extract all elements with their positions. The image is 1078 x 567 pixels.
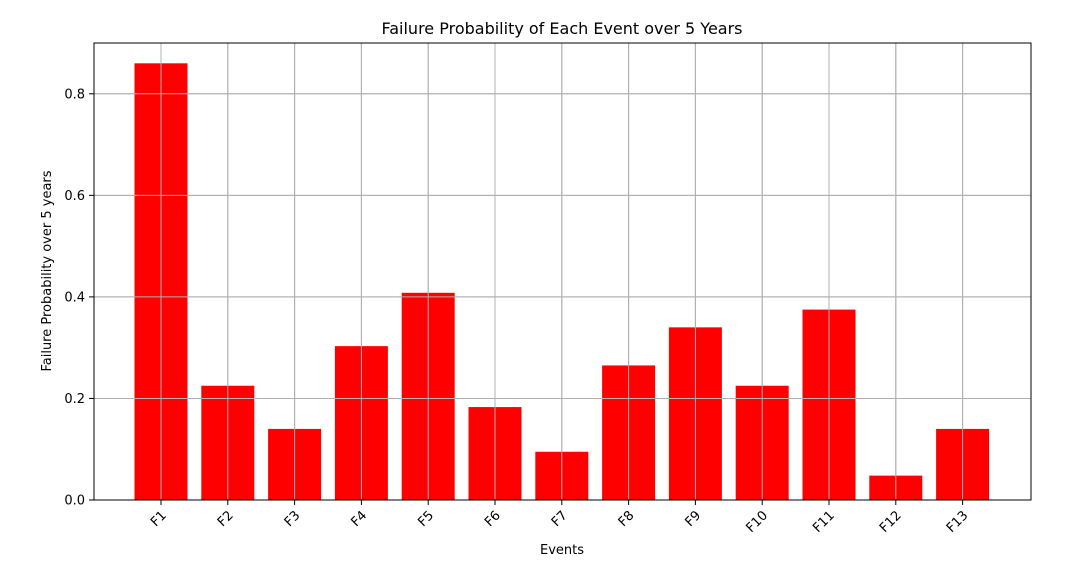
y-tick-label: 0.6 xyxy=(64,189,85,204)
x-axis-label: Events xyxy=(540,543,584,558)
y-axis: 0.0 0.2 0.4 0.6 0.8 xyxy=(64,87,94,509)
x-tick-label: F12 xyxy=(877,508,905,536)
x-tick-label: F4 xyxy=(348,508,370,530)
x-tick-label: F10 xyxy=(743,508,771,536)
x-tick-label: F11 xyxy=(810,508,838,536)
x-tick-label: F5 xyxy=(415,508,437,530)
x-tick-label: F6 xyxy=(482,508,504,530)
x-tick-label: F7 xyxy=(549,508,571,530)
plot-frame xyxy=(93,42,1032,501)
y-tick-label: 0.8 xyxy=(64,87,85,102)
y-tick-label: 0.0 xyxy=(64,494,85,509)
x-axis: F1 F2 F3 F4 F5 F6 F7 F8 F9 F10 F11 F12 F13 xyxy=(148,500,971,536)
x-tick-label: F13 xyxy=(944,508,972,536)
y-tick-label: 0.4 xyxy=(64,290,85,305)
y-axis-label: Failure Probability over 5 years xyxy=(40,170,55,371)
x-tick-label: F3 xyxy=(282,508,304,530)
chart-title: Failure Probability of Each Event over 5… xyxy=(382,19,743,38)
x-tick-label: F8 xyxy=(616,508,638,530)
x-tick-label: F2 xyxy=(215,508,237,530)
x-tick-label: F1 xyxy=(148,508,170,530)
y-tick-label: 0.2 xyxy=(64,392,85,407)
x-tick-label: F9 xyxy=(682,508,704,530)
